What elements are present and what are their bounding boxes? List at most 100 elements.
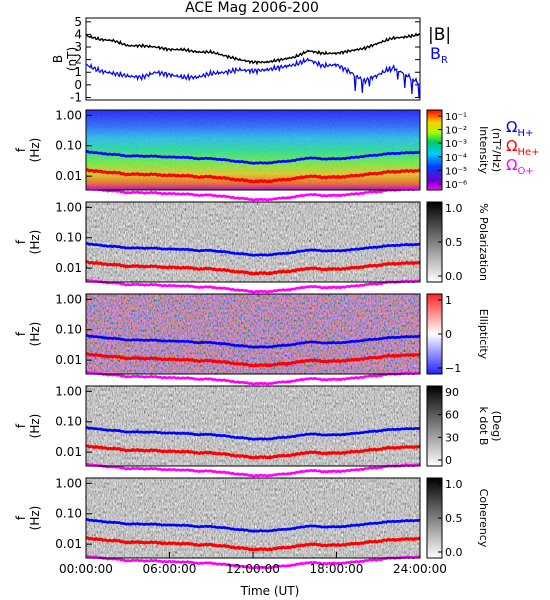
colorbar-tick-label: 90 xyxy=(445,386,459,399)
colorbar-tick-label: 1.0 xyxy=(445,478,463,491)
series-line-b-magnitude xyxy=(85,32,421,66)
b-y-tick-label: 1 xyxy=(74,65,82,79)
colorbar-label: Ellipticity xyxy=(477,309,490,360)
freq-axis-label: f xyxy=(14,515,28,520)
freq-axis-unit: (Hz) xyxy=(28,230,42,255)
gyro-line-o-plus xyxy=(85,462,421,478)
x-axis-label: Time (UT) xyxy=(240,584,300,598)
freq-tick-label: 1.00 xyxy=(55,292,82,306)
freq-tick-label: 1.00 xyxy=(55,200,82,214)
colorbar-label: % Polarization xyxy=(477,203,490,281)
colorbar-tick-label: 10⁻⁵ xyxy=(445,166,467,177)
series-line-b-radial xyxy=(85,56,421,98)
x-axis: 00:00:00 06:00:00 12:00:00 18:00:00 24:00:00 xyxy=(59,552,447,576)
spectrogram-image xyxy=(86,478,420,558)
colorbar-tick-label: 0 xyxy=(445,454,452,467)
x-tick-label: 12:00:00 xyxy=(226,562,280,576)
panel-polarization: 1.00 0.10 0.01 f (Hz) 1.0 0.5 0.0 % Polarization xyxy=(14,200,490,294)
panel-intensity: 1.00 0.10 0.01 f (Hz) 10⁻¹ 10⁻² 10⁻³ 10⁻⁴ 10⁻⁵ 10⁻… xyxy=(14,108,540,202)
spectrogram-image xyxy=(86,294,420,374)
freq-axis-label: f xyxy=(14,423,28,428)
figure-title: ACE Mag 2006-200 xyxy=(185,0,319,16)
gyro-line-o-plus xyxy=(85,186,421,202)
gyro-line-h-plus xyxy=(85,242,421,257)
freq-axis-unit: (Hz) xyxy=(28,322,42,347)
gyro-line-o-plus xyxy=(85,278,421,294)
b-plot-frame xyxy=(85,17,421,101)
legend-ion: He+ xyxy=(517,147,539,158)
legend-omega: Ω xyxy=(506,156,517,174)
panel-ellipticity: 1.00 0.10 0.01 f (Hz) 1 0 −1 Ellipticity xyxy=(14,292,490,386)
freq-tick-label: 0.01 xyxy=(55,261,82,275)
freq-axis-label: f xyxy=(14,239,28,244)
colorbar xyxy=(426,385,443,467)
panel-frame xyxy=(85,385,421,467)
freq-tick-label: 0.01 xyxy=(55,353,82,367)
gyro-line-o-plus xyxy=(85,370,421,386)
b-y-tick-label: 0 xyxy=(74,78,82,92)
legend-h-gyrofrequency: ΩH+ xyxy=(506,118,533,139)
panel-frame xyxy=(85,201,421,283)
legend-b-radial: BR xyxy=(430,44,448,66)
colorbar-tick-label: 1.0 xyxy=(445,202,463,215)
legend-br-sub: R xyxy=(441,55,448,66)
legend-omega: Ω xyxy=(506,118,517,136)
spectrogram-panels: 1.000.100.01f (Hz)10⁻¹10⁻²10⁻³10⁻⁴10⁻⁵10⁻… xyxy=(14,108,540,570)
gyro-line-he-plus xyxy=(85,444,421,460)
freq-tick-label: 0.01 xyxy=(55,169,82,183)
colorbar-tick-label: 0.0 xyxy=(445,546,463,559)
freq-tick-label: 1.00 xyxy=(55,108,82,122)
colorbar-tick-label: 10⁻⁴ xyxy=(445,153,467,164)
colorbar-label: k dot B xyxy=(477,407,490,446)
gyro-line-he-plus xyxy=(85,168,421,184)
freq-axis-unit: (Hz) xyxy=(28,138,42,163)
panel-frame xyxy=(85,293,421,375)
x-tick-label: 18:00:00 xyxy=(310,562,364,576)
freq-tick-label: 1.00 xyxy=(55,384,82,398)
freq-axis-label: f xyxy=(14,331,28,336)
gyro-line-h-plus xyxy=(85,518,421,533)
freq-axis-unit: (Hz) xyxy=(28,506,42,531)
legend-b-magnitude: |B| xyxy=(428,25,451,45)
colorbar-label: (nT²/Hz) xyxy=(490,128,503,172)
gyro-line-h-plus xyxy=(85,150,421,165)
freq-tick-label: 0.01 xyxy=(55,445,82,459)
colorbar-tick-label: 1 xyxy=(445,294,452,307)
colorbar xyxy=(426,109,443,191)
gyro-line-he-plus xyxy=(85,352,421,368)
freq-tick-label: 0.10 xyxy=(55,323,82,337)
colorbar-tick-label: 10⁻⁶ xyxy=(445,180,467,191)
colorbar-tick-label: 10⁻¹ xyxy=(445,112,467,123)
b-y-tick-label: -1 xyxy=(70,90,82,104)
spectrogram-image xyxy=(86,386,420,466)
b-ylabel-unit: (nT) xyxy=(65,47,79,71)
colorbar-tick-label: 0 xyxy=(445,328,452,341)
gyro-line-h-plus xyxy=(85,426,421,441)
legend-ion: O+ xyxy=(517,166,533,177)
legend-ion: H+ xyxy=(517,128,533,139)
x-tick-label: 00:00:00 xyxy=(59,562,113,576)
colorbar-label: (Deg) xyxy=(490,411,503,442)
x-tick-label: 06:00:00 xyxy=(143,562,197,576)
colorbar-tick-label: 10⁻² xyxy=(445,126,467,137)
freq-tick-label: 0.10 xyxy=(55,507,82,521)
freq-tick-label: 0.01 xyxy=(55,537,82,551)
freq-tick-label: 1.00 xyxy=(55,476,82,490)
panel-frame xyxy=(85,109,421,191)
b-ylabel-top: B xyxy=(51,55,65,63)
colorbar-tick-label: −1 xyxy=(445,362,461,375)
spectrogram-image xyxy=(86,202,420,282)
legend-he-gyrofrequency: ΩHe+ xyxy=(506,137,540,158)
freq-axis-unit: (Hz) xyxy=(28,414,42,439)
b-y-tick-label: 4 xyxy=(74,27,82,41)
panel-k-dot-b: 1.00 0.10 0.01 f (Hz) 90 60 30 0 k dot B (Deg) xyxy=(14,384,503,478)
gyro-line-o-plus xyxy=(85,554,421,570)
gyro-line-he-plus xyxy=(85,260,421,276)
x-tick-label: 24:00:00 xyxy=(393,562,447,576)
gyro-line-h-plus xyxy=(85,334,421,349)
freq-axis-label: f xyxy=(14,147,28,152)
colorbar-tick-label: 0.5 xyxy=(445,236,463,249)
